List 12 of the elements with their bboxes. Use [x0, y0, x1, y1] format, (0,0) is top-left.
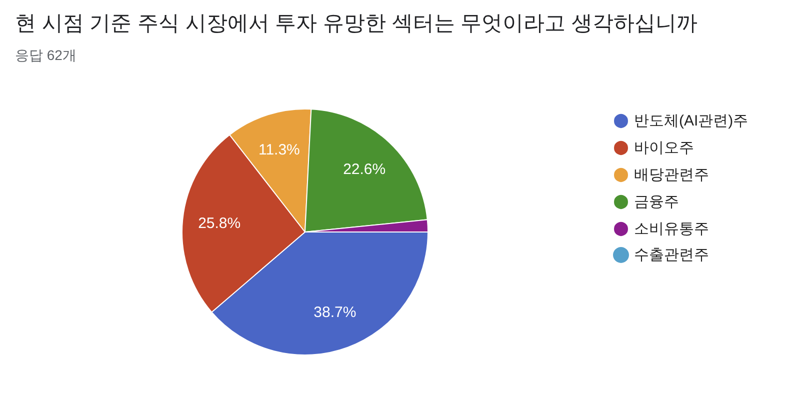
data-label: 11.3%: [258, 141, 300, 158]
legend-label: 반도체(AI관련)주: [634, 112, 748, 130]
data-label: 22.6%: [343, 161, 386, 178]
legend-label: 바이오주: [634, 140, 694, 156]
chart-title: 현 시점 기준 주식 시장에서 투자 유망한 섹터는 무엇이라고 생각하십니까: [15, 12, 698, 35]
data-label: 25.8%: [198, 214, 241, 232]
legend-label: 배당관련주: [634, 166, 709, 184]
legend-label: 금융주: [634, 194, 679, 210]
data-label: 38.7%: [314, 304, 356, 322]
text: 응답 62개: [15, 47, 76, 63]
legend-label: 수출관련주: [634, 246, 709, 264]
legend-label: 소비유통주: [634, 220, 709, 238]
